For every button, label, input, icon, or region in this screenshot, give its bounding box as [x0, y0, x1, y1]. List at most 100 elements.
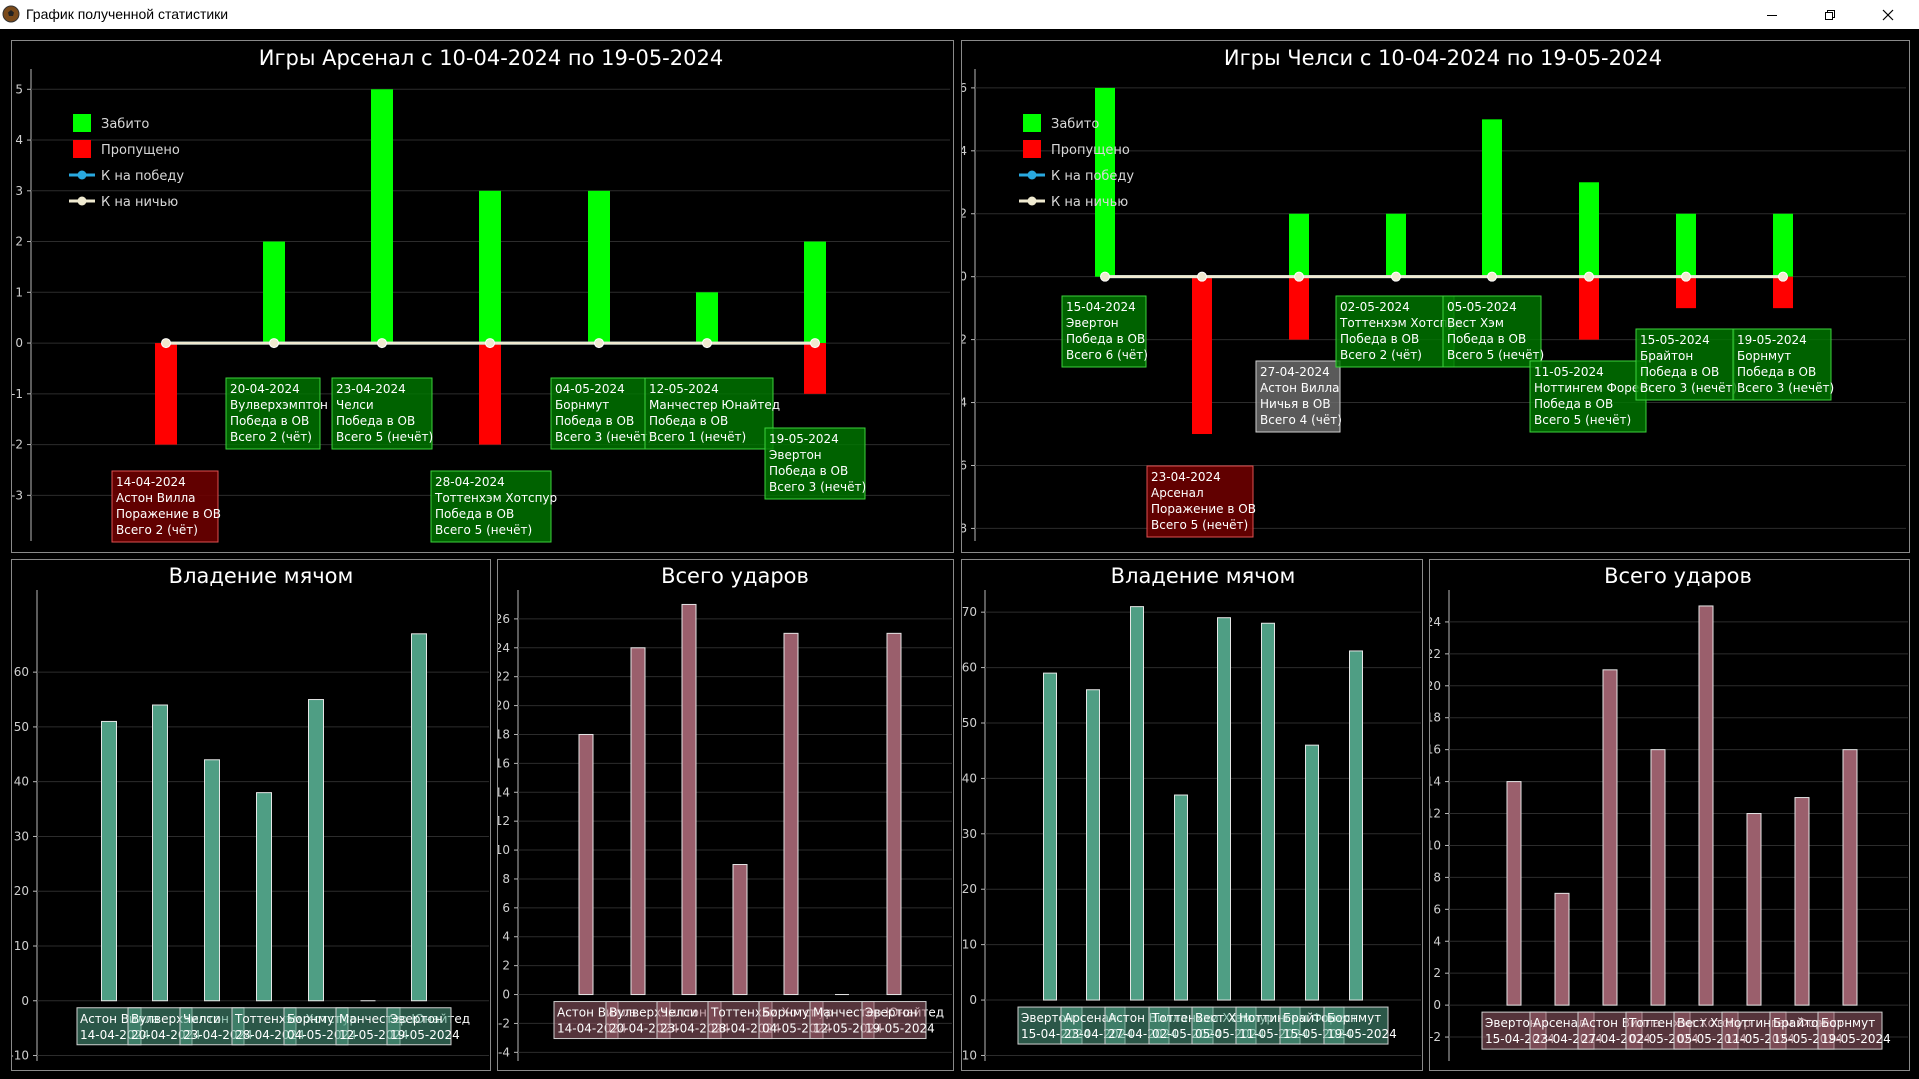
scored-bar [1676, 213, 1696, 277]
y-tick-label: 4 [15, 133, 23, 147]
legend-point-swatch [77, 170, 87, 180]
scored-bar [1482, 119, 1502, 277]
arsenal-shots-chart[interactable]: Всего ударов-4-202468101214161820222426А… [495, 560, 953, 1070]
annotation-text: Всего 3 (нечёт) [1737, 381, 1834, 395]
annotation-box [1732, 328, 1832, 401]
annotation-text: Борнмут [555, 398, 609, 412]
value-bar [1217, 617, 1231, 1001]
close-button[interactable] [1859, 0, 1917, 29]
y-tick-label: -10 [12, 1049, 29, 1063]
draw-coef-point [1197, 271, 1207, 282]
annotation-box [1442, 295, 1542, 368]
annotation-text: Всего 5 (нечёт) [336, 430, 433, 444]
chart-title: Владение мячом [1111, 564, 1296, 588]
bar-label-team: Челси [660, 1006, 698, 1020]
annotation-text: 27-04-2024 [1260, 365, 1330, 379]
annotation-text: Всего 3 (нечёт) [555, 430, 652, 444]
annotation-text: Поражение в ОВ [116, 507, 221, 521]
y-tick-label: 24 [498, 641, 510, 655]
bar-label-box [1323, 1006, 1389, 1045]
value-bar [308, 699, 324, 1002]
match-annotation: 28-04-2024 Тоттенхэм Хотспур Победа в ОВ Вс… [430, 470, 557, 543]
match-annotation: 20-04-2024 Вулверхэмптон Победа в ОВ Всего … [225, 377, 328, 450]
draw-coef-point [1391, 271, 1401, 282]
annotation-text: Победа в ОВ [1066, 332, 1145, 346]
legend-scored-swatch [1023, 114, 1041, 132]
annotation-text: Борнмут [1737, 349, 1791, 363]
legend-label: К на ничью [101, 195, 178, 210]
bar-label-team: Эвертон [865, 1006, 918, 1020]
bar-label: Борнмут 19-05-2024 [1817, 1011, 1891, 1050]
legend-label: Забито [101, 117, 149, 132]
y-tick-label: 22 [498, 670, 510, 684]
y-tick-label: -2 [12, 438, 23, 452]
bar-label-team: Борнмут [1327, 1011, 1381, 1025]
bar-label-team: Эвертон [1021, 1011, 1074, 1025]
draw-coef-point [810, 338, 820, 349]
y-tick-label: 6 [502, 901, 510, 915]
y-tick-label: 1 [15, 285, 23, 299]
draw-coef-point [1681, 271, 1691, 282]
scored-bar [1386, 213, 1406, 277]
match-annotation: 23-04-2024 Челси Победа в ОВ Всего 5 (нечёт… [331, 377, 433, 450]
annotation-text: Всего 5 (нечёт) [1151, 518, 1248, 532]
y-tick-label: -10 [962, 1048, 977, 1062]
window-titlebar[interactable]: График полученной статистики [0, 0, 1919, 29]
match-annotation: 14-04-2024 Астон Вилла Поражение в ОВ Всего… [111, 470, 221, 543]
value-bar [1746, 813, 1762, 1006]
bar-label-date: 19-05-2024 [1821, 1032, 1891, 1046]
annotation-text: 23-04-2024 [336, 382, 406, 396]
minimize-button[interactable] [1743, 0, 1801, 29]
scored-bar [1579, 182, 1599, 277]
y-tick-label: -6 [962, 458, 967, 472]
annotation-text: Всего 2 (чёт) [1340, 348, 1422, 362]
y-tick-label: 60 [962, 661, 977, 675]
annotation-text: Ноттингем Форест [1534, 381, 1653, 395]
legend-scored-swatch [73, 114, 91, 132]
y-tick-label: 2 [1433, 966, 1441, 980]
arsenal-results-chart[interactable]: Игры Арсенал с 10-04-2024 по 19-05-2024 -… [11, 41, 953, 552]
chelsea-results-chart[interactable]: Игры Челси с 10-04-2024 по 19-05-2024 -8 -… [955, 41, 1909, 552]
y-tick-label: 16 [1430, 743, 1441, 757]
bar-label: Борнмут 19-05-2024 [1323, 1006, 1397, 1045]
annotation-text: Ничья в ОВ [1260, 397, 1331, 411]
draw-coef-point [1487, 271, 1497, 282]
restore-button[interactable] [1801, 0, 1859, 29]
annotation-text: 19-05-2024 [769, 432, 839, 446]
value-bar [256, 792, 272, 1002]
y-tick-label: 0 [1433, 998, 1441, 1012]
chart-title: Игры Арсенал с 10-04-2024 по 19-05-2024 [259, 46, 723, 70]
restore-icon [1825, 9, 1835, 20]
chelsea-shots-chart[interactable]: Всего ударов-2024681012141618202224Эверт… [1426, 560, 1909, 1070]
scored-bar [588, 190, 610, 344]
value-bar [1261, 622, 1275, 1001]
y-tick-label: 0 [15, 336, 23, 350]
annotation-text: Челси [336, 398, 374, 412]
chelsea-results-panel: Игры Челси с 10-04-2024 по 19-05-2024 -8 -… [955, 40, 1910, 553]
chart-title: Владение мячом [169, 564, 354, 588]
value-bar [1130, 606, 1144, 1001]
y-tick-label: 5 [15, 82, 23, 96]
annotation-text: Всего 5 (нечёт) [1534, 413, 1631, 427]
value-bar [1305, 744, 1319, 1001]
y-tick-label: 14 [1430, 775, 1441, 789]
bar-label-team: Брайтон [1283, 1011, 1336, 1025]
y-tick-label: 50 [962, 716, 977, 730]
match-annotation: 15-05-2024 Брайтон Победа в ОВ Всего 3 (неч… [1635, 328, 1737, 401]
bar-label: Эвертон 19-05-2024 [386, 1007, 460, 1046]
annotation-text: Манчестер Юнайтед [649, 398, 780, 412]
annotation-text: 28-04-2024 [435, 475, 505, 489]
value-bar [1349, 650, 1363, 1001]
y-tick-label: 20 [1430, 679, 1441, 693]
scored-bar [1289, 213, 1309, 277]
conceded-bar [1289, 276, 1309, 340]
legend: Забито Пропущено К на победу К на ничью [1019, 114, 1134, 210]
scored-bar [479, 190, 501, 344]
chelsea-possession-chart[interactable]: Владение мячом -10 0 10 20 30 40 50 60 70 Эвертон 1… [957, 560, 1422, 1070]
value-bar [1698, 605, 1714, 1006]
y-tick-label: -2 [962, 333, 967, 347]
match-annotation: 11-05-2024 Ноттингем Форест Победа в ОВ Все… [1529, 360, 1653, 433]
minimize-icon [1767, 14, 1777, 16]
match-annotation: 04-05-2024 Борнмут Победа в ОВ Всего 3 (неч… [550, 377, 652, 450]
